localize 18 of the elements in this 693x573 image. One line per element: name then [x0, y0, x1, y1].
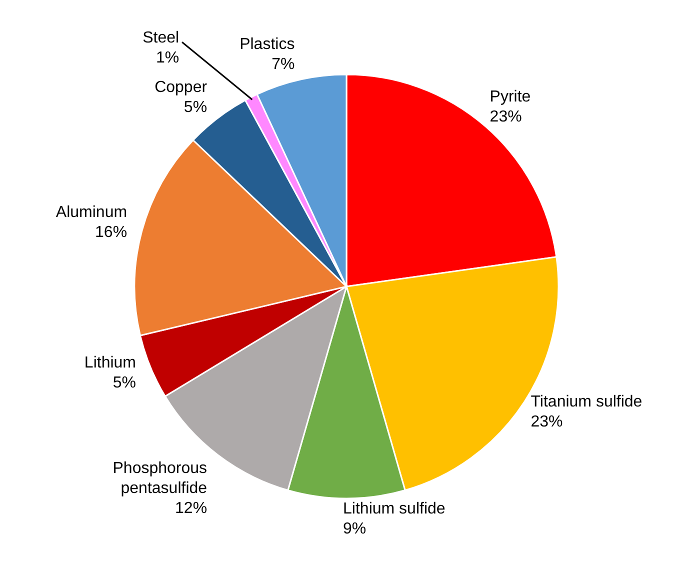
slice-label: Titanium sulfide	[530, 393, 642, 410]
data-label: 9%	[343, 520, 366, 538]
data-label: 7%	[272, 56, 295, 74]
slice-label: Phosphorous pentasulfide	[112, 460, 208, 497]
data-label: 23%	[490, 108, 522, 126]
data-label: 16%	[95, 224, 128, 242]
data-label: 5%	[184, 99, 208, 116]
slice-label: Steel	[142, 29, 180, 46]
data-label: 12%	[175, 500, 208, 517]
data-label: 1%	[156, 49, 180, 66]
slice-label: Lithium sulfide	[343, 500, 446, 518]
data-label: 5%	[112, 374, 136, 392]
data-label: 23%	[530, 413, 563, 430]
slice-label: Copper	[154, 79, 208, 96]
slice-label: Aluminum	[56, 204, 128, 222]
slice-label: Pyrite	[490, 88, 531, 106]
slice-label: Plastics	[240, 36, 295, 54]
slice-label: Lithium	[84, 354, 136, 372]
